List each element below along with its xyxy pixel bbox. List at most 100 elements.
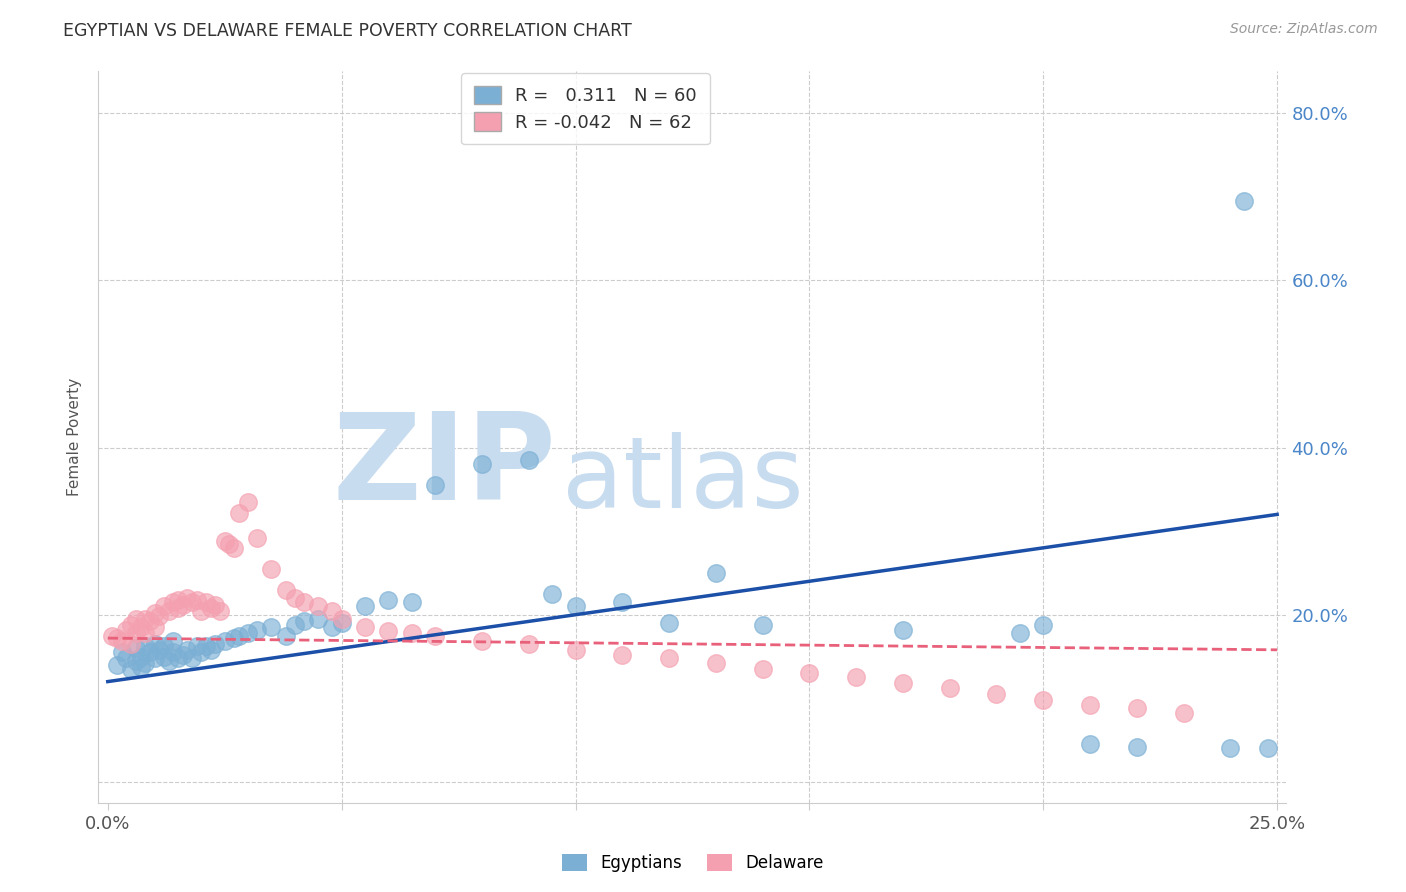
Point bbox=[186, 592, 208, 607]
Point bbox=[115, 623, 138, 637]
Point bbox=[176, 591, 198, 605]
Point bbox=[517, 453, 540, 467]
Point bbox=[1032, 693, 1054, 707]
Point bbox=[208, 603, 231, 617]
Point bbox=[153, 599, 176, 614]
Point bbox=[751, 617, 773, 632]
Point bbox=[564, 599, 586, 614]
Point bbox=[200, 643, 222, 657]
Point bbox=[292, 615, 315, 629]
Point bbox=[176, 643, 198, 657]
Point bbox=[292, 595, 315, 609]
Text: Source: ZipAtlas.com: Source: ZipAtlas.com bbox=[1230, 22, 1378, 37]
Point bbox=[134, 612, 156, 626]
Point bbox=[139, 645, 162, 659]
Point bbox=[195, 595, 218, 609]
Point bbox=[425, 629, 447, 643]
Point bbox=[246, 531, 269, 545]
Point bbox=[120, 662, 142, 676]
Point bbox=[101, 629, 124, 643]
Point bbox=[321, 620, 343, 634]
Point bbox=[204, 598, 226, 612]
Point bbox=[105, 657, 128, 672]
Point bbox=[1008, 626, 1031, 640]
Point bbox=[471, 457, 494, 471]
Point bbox=[129, 659, 152, 673]
Point bbox=[129, 649, 152, 664]
Point bbox=[157, 603, 180, 617]
Point bbox=[218, 536, 240, 550]
Point bbox=[260, 562, 283, 576]
Point bbox=[125, 612, 148, 626]
Point bbox=[704, 566, 727, 580]
Point bbox=[115, 651, 138, 665]
Point bbox=[134, 640, 156, 654]
Point bbox=[236, 626, 259, 640]
Text: ZIP: ZIP bbox=[332, 408, 555, 524]
Point bbox=[1078, 737, 1101, 751]
Point bbox=[190, 603, 212, 617]
Point bbox=[148, 609, 170, 624]
Point bbox=[167, 592, 190, 607]
Point bbox=[190, 645, 212, 659]
Point bbox=[167, 601, 190, 615]
Point bbox=[401, 626, 423, 640]
Point bbox=[1126, 701, 1149, 715]
Point bbox=[139, 615, 162, 629]
Point bbox=[246, 623, 269, 637]
Point bbox=[204, 637, 226, 651]
Point bbox=[330, 616, 353, 631]
Point bbox=[799, 666, 821, 681]
Point bbox=[214, 634, 236, 648]
Point bbox=[986, 687, 1008, 701]
Text: atlas: atlas bbox=[562, 433, 803, 530]
Point bbox=[228, 506, 250, 520]
Point bbox=[200, 601, 222, 615]
Point bbox=[125, 654, 148, 668]
Point bbox=[377, 592, 399, 607]
Point bbox=[612, 595, 634, 609]
Point bbox=[274, 582, 297, 597]
Point bbox=[938, 681, 960, 696]
Point bbox=[120, 617, 142, 632]
Point bbox=[186, 640, 208, 654]
Point bbox=[891, 676, 914, 690]
Point bbox=[143, 637, 166, 651]
Point bbox=[162, 634, 184, 648]
Point bbox=[377, 624, 399, 639]
Point bbox=[1219, 741, 1241, 756]
Point bbox=[157, 654, 180, 668]
Point bbox=[307, 599, 329, 614]
Point bbox=[658, 651, 681, 665]
Point bbox=[1078, 698, 1101, 712]
Point bbox=[195, 640, 218, 654]
Point bbox=[330, 612, 353, 626]
Point bbox=[162, 645, 184, 659]
Point bbox=[214, 534, 236, 549]
Text: EGYPTIAN VS DELAWARE FEMALE POVERTY CORRELATION CHART: EGYPTIAN VS DELAWARE FEMALE POVERTY CORR… bbox=[63, 22, 633, 40]
Point bbox=[125, 641, 148, 656]
Point bbox=[153, 640, 176, 654]
Point bbox=[658, 616, 681, 631]
Point bbox=[564, 643, 586, 657]
Point bbox=[517, 637, 540, 651]
Point bbox=[129, 620, 152, 634]
Point bbox=[321, 603, 343, 617]
Point bbox=[284, 591, 307, 605]
Point bbox=[134, 626, 156, 640]
Point bbox=[105, 631, 128, 645]
Point bbox=[120, 637, 142, 651]
Point bbox=[891, 623, 914, 637]
Point bbox=[612, 648, 634, 662]
Point bbox=[143, 606, 166, 620]
Point bbox=[167, 651, 190, 665]
Point bbox=[172, 598, 194, 612]
Point bbox=[111, 634, 134, 648]
Point bbox=[111, 645, 134, 659]
Legend: Egyptians, Delaware: Egyptians, Delaware bbox=[555, 847, 830, 879]
Point bbox=[143, 620, 166, 634]
Point bbox=[541, 587, 564, 601]
Point bbox=[425, 478, 447, 492]
Point bbox=[471, 634, 494, 648]
Point bbox=[1032, 617, 1054, 632]
